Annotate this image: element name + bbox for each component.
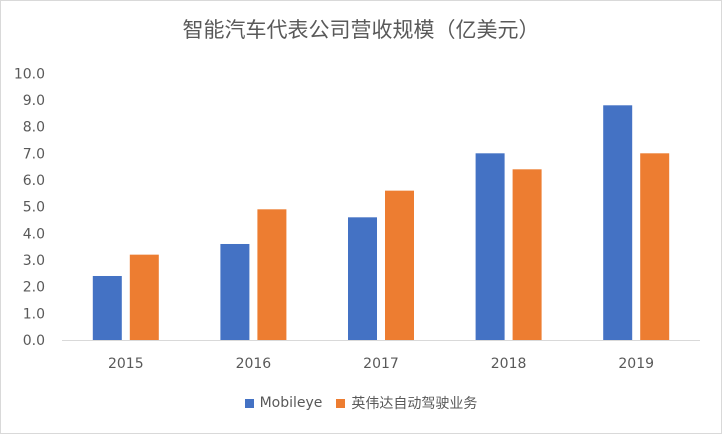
bar-mobileye-2016	[220, 243, 250, 340]
bar-nvidia-2018	[512, 169, 542, 340]
y-tick-label: 3.0	[23, 253, 45, 269]
legend-item-nvidia: 英伟达自动驾驶业务	[336, 393, 477, 413]
legend-label-nvidia: 英伟达自动驾驶业务	[351, 396, 478, 412]
legend-item-mobileye: Mobileye	[244, 393, 323, 413]
bar-nvidia-2015	[129, 254, 159, 340]
x-tick-label: 2016	[236, 356, 272, 372]
x-tick-label: 2019	[618, 356, 654, 372]
bar-nvidia-2017	[385, 190, 414, 340]
chart-title: 智能汽车代表公司营收规模（亿美元）	[182, 18, 540, 42]
y-tick-label: 10.0	[14, 66, 45, 82]
y-tick-label: 6.0	[23, 173, 45, 189]
y-tick-label: 0.0	[23, 333, 45, 349]
bar-nvidia-2016	[257, 209, 287, 340]
legend-label-mobileye: Mobileye	[259, 395, 323, 411]
x-tick-label: 2017	[363, 356, 399, 372]
y-tick-label: 7.0	[23, 146, 45, 162]
legend-swatch-nvidia	[336, 398, 346, 408]
y-tick-label: 9.0	[23, 93, 45, 109]
y-tick-label: 4.0	[23, 226, 45, 242]
y-tick-label: 8.0	[23, 120, 45, 136]
bar-mobileye-2017	[348, 217, 377, 340]
legend: Mobileye 英伟达自动驾驶业务	[0, 393, 722, 413]
x-tick-label: 2018	[491, 356, 527, 372]
y-tick-label: 1.0	[23, 306, 45, 322]
bar-nvidia-2019	[640, 153, 670, 340]
bar-mobileye-2015	[92, 275, 122, 340]
bar-mobileye-2019	[603, 105, 633, 340]
y-tick-label: 5.0	[23, 200, 45, 216]
x-tick-label: 2015	[108, 356, 144, 372]
legend-swatch-mobileye	[244, 398, 254, 408]
bar-mobileye-2018	[475, 153, 505, 340]
y-tick-label: 2.0	[23, 280, 45, 296]
